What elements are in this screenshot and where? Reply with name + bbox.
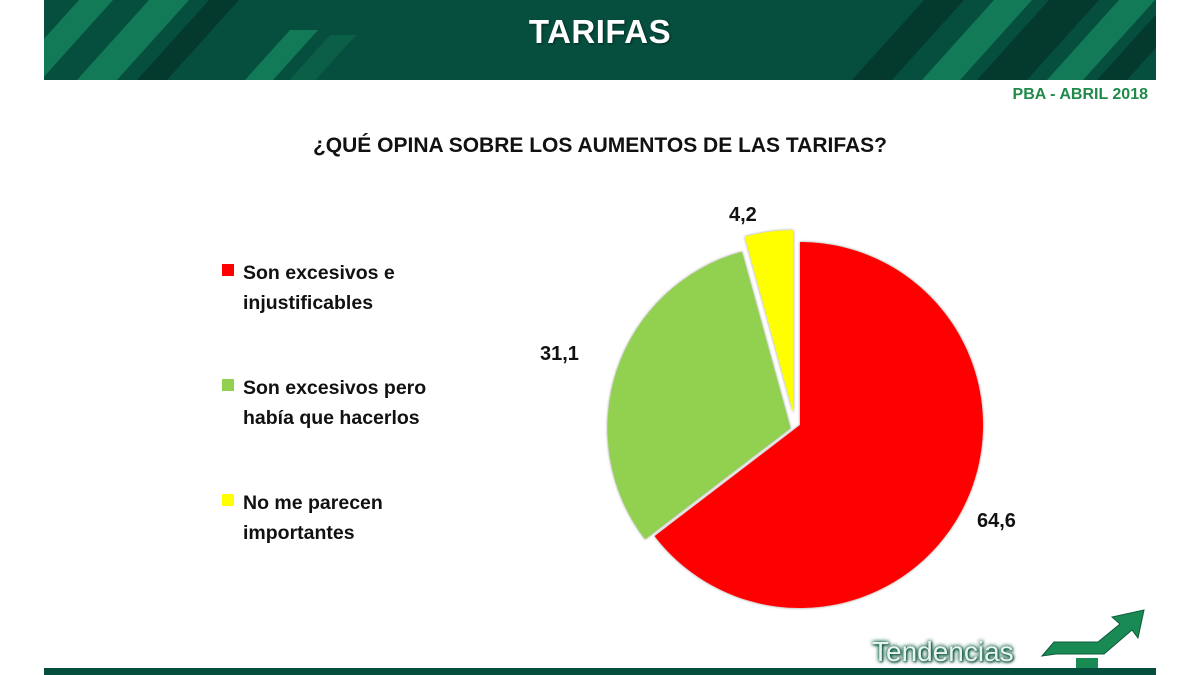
legend-swatch-yellow <box>222 494 234 506</box>
header-banner: TARIFAS <box>44 0 1156 80</box>
legend-label: No me parecen importantes <box>243 492 383 544</box>
brand-logo-text: Tendencias <box>872 636 1014 667</box>
trend-arrow-icon <box>1040 609 1145 675</box>
legend-label: Son excesivos e injustificables <box>243 262 395 314</box>
value-label-yellow: 4,2 <box>729 204 757 226</box>
pie-slice-red <box>654 241 984 608</box>
legend-label: Son excesivos pero había que hacerlos <box>243 377 427 429</box>
value-label-red: 64,6 <box>977 510 1016 532</box>
survey-tag: PBA - ABRIL 2018 <box>1012 86 1148 103</box>
value-label-green: 31,1 <box>540 343 579 365</box>
pie-slice-green <box>607 251 791 540</box>
pie-slice-yellow <box>744 230 794 414</box>
legend-swatch-green <box>222 379 234 391</box>
legend-swatch-red <box>222 264 234 276</box>
footer-bar <box>44 668 1156 675</box>
chart-title: ¿QUÉ OPINA SOBRE LOS AUMENTOS DE LAS TAR… <box>312 134 888 157</box>
page-title: TARIFAS <box>528 13 672 50</box>
